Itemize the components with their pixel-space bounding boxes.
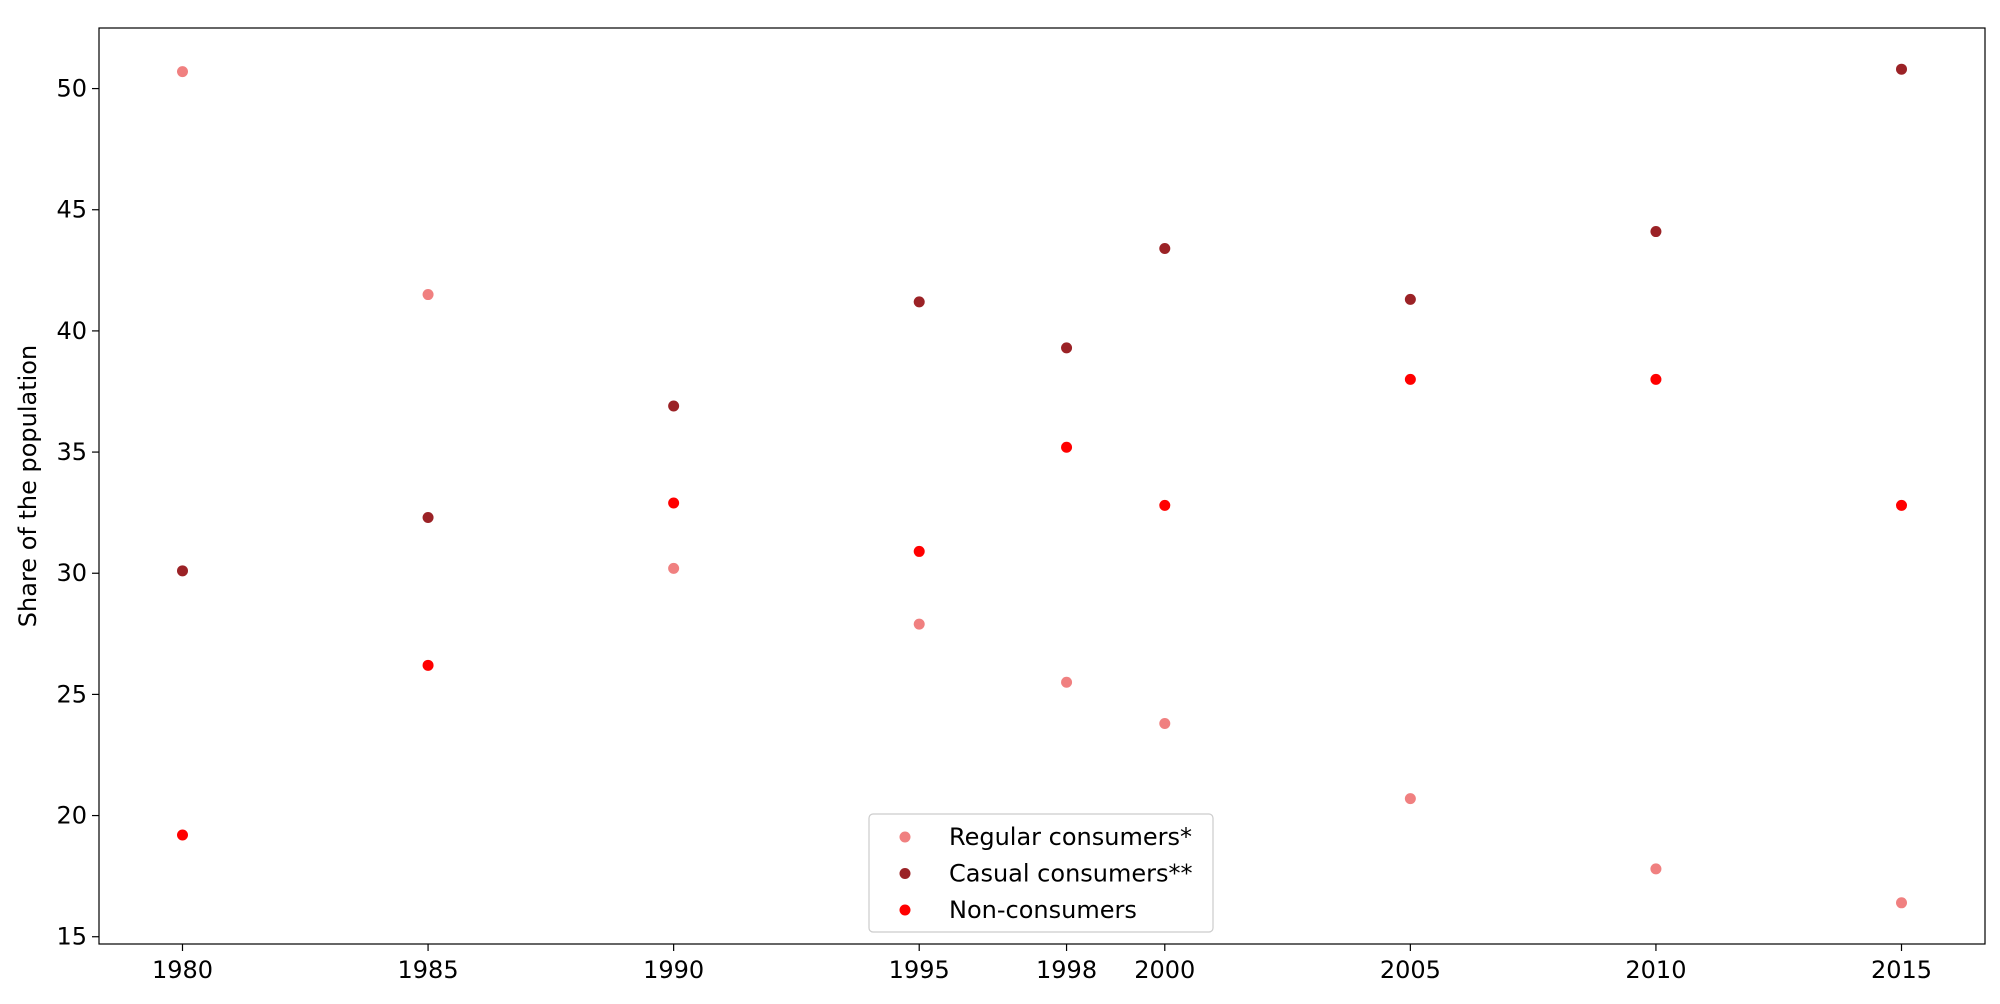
legend-label: Casual consumers** bbox=[949, 860, 1193, 888]
data-point-series-2 bbox=[1404, 293, 1416, 305]
data-point-series-1 bbox=[1159, 717, 1171, 729]
data-point-series-2 bbox=[1896, 63, 1908, 75]
data-point-series-3 bbox=[1404, 373, 1416, 385]
x-tick-label: 1980 bbox=[152, 956, 213, 984]
data-point-series-3 bbox=[1896, 499, 1908, 511]
data-point-series-3 bbox=[1061, 441, 1073, 453]
points-layer bbox=[176, 63, 1908, 909]
data-point-series-1 bbox=[1896, 897, 1908, 909]
x-tick-label: 2015 bbox=[1871, 956, 1932, 984]
x-tick-label: 2005 bbox=[1380, 956, 1441, 984]
legend-marker bbox=[899, 868, 911, 879]
x-tick-label: 1990 bbox=[643, 956, 704, 984]
data-point-series-1 bbox=[422, 289, 434, 301]
data-point-series-3 bbox=[1159, 499, 1171, 511]
data-point-series-2 bbox=[1159, 243, 1171, 255]
axes-layer: 1980 1985 1990 1995 1998 2000 2005 2010 2015 15 20… bbox=[56, 27, 1986, 984]
y-tick-label: 50 bbox=[56, 75, 87, 103]
x-tick-label: 1995 bbox=[889, 956, 950, 984]
y-tick-label: 35 bbox=[56, 438, 87, 466]
data-point-series-3 bbox=[422, 659, 434, 671]
data-point-series-2 bbox=[1650, 226, 1662, 238]
legend-label: Regular consumers* bbox=[949, 823, 1192, 851]
data-point-series-1 bbox=[913, 618, 925, 630]
plot-frame bbox=[98, 27, 1986, 945]
data-point-series-1 bbox=[1650, 863, 1662, 875]
data-point-series-2 bbox=[913, 296, 925, 308]
data-point-series-3 bbox=[913, 545, 925, 557]
legend-marker bbox=[899, 904, 911, 916]
y-tick-label: 15 bbox=[56, 923, 87, 951]
data-point-series-1 bbox=[176, 66, 188, 78]
data-point-series-3 bbox=[176, 829, 188, 841]
y-tick-label: 30 bbox=[56, 559, 87, 587]
data-point-series-3 bbox=[1650, 373, 1662, 385]
y-tick-label: 40 bbox=[56, 317, 87, 345]
legend-box bbox=[868, 813, 1214, 933]
legend-marker bbox=[899, 831, 911, 843]
data-point-series-3 bbox=[668, 497, 680, 509]
y-tick-label: 45 bbox=[56, 196, 87, 224]
data-point-series-2 bbox=[668, 400, 680, 412]
data-point-series-2 bbox=[1061, 342, 1073, 354]
data-point-series-1 bbox=[1404, 793, 1416, 805]
data-point-series-2 bbox=[422, 512, 434, 524]
x-tick-label: 1985 bbox=[398, 956, 459, 984]
y-tick-label: 20 bbox=[56, 802, 87, 830]
data-point-series-1 bbox=[668, 562, 680, 574]
legend-label: Non-consumers bbox=[949, 896, 1137, 924]
data-point-series-2 bbox=[176, 565, 188, 577]
y-axis-label: Share of the population bbox=[14, 345, 42, 627]
data-point-series-1 bbox=[1061, 676, 1073, 688]
x-tick-label: 1998 bbox=[1036, 956, 1097, 984]
legend: Regular consumers* Casual consumers** Non-… bbox=[868, 813, 1214, 933]
x-tick-label: 2000 bbox=[1134, 956, 1195, 984]
x-tick-label: 2010 bbox=[1625, 956, 1686, 984]
y-tick-label: 25 bbox=[56, 680, 87, 708]
